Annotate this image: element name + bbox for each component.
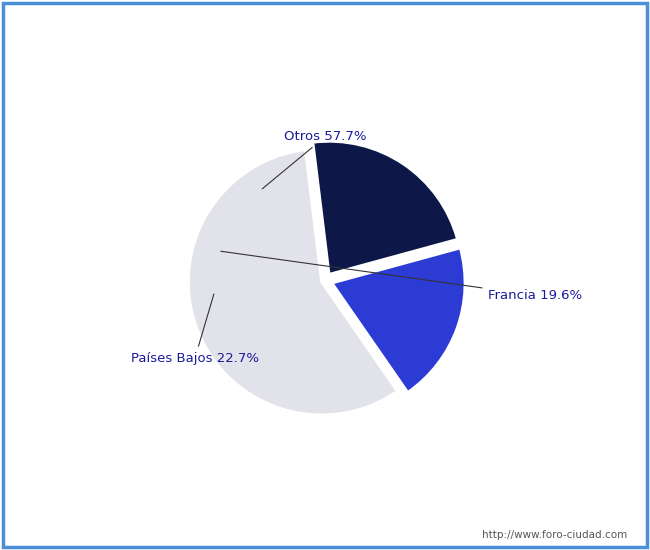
Text: Caminomorisco - Turistas extranjeros según país - Julio de 2024: Caminomorisco - Turistas extranjeros seg… [91,18,559,34]
Text: Francia 19.6%: Francia 19.6% [221,251,582,302]
Text: http://www.foro-ciudad.com: http://www.foro-ciudad.com [482,530,627,540]
Wedge shape [188,150,397,415]
Text: Otros 57.7%: Otros 57.7% [262,130,367,189]
Wedge shape [313,141,458,274]
Text: Países Bajos 22.7%: Países Bajos 22.7% [131,294,259,365]
Wedge shape [332,248,465,392]
